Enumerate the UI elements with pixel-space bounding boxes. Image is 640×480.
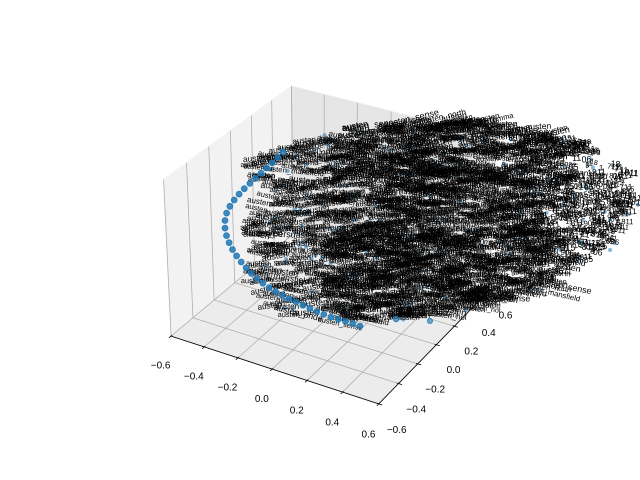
svg-text:0.2: 0.2 xyxy=(290,406,304,417)
svg-text:austen: austen xyxy=(430,286,452,296)
svg-text:austen: austen xyxy=(370,262,392,271)
svg-text:0.0: 0.0 xyxy=(447,365,461,376)
svg-text:austen: austen xyxy=(332,140,358,150)
svg-text:austen: austen xyxy=(483,163,509,175)
svg-text:−0.2: −0.2 xyxy=(425,385,445,396)
svg-text:3: 3 xyxy=(596,148,601,157)
svg-text:1: 1 xyxy=(626,188,632,198)
svg-text:austen: austen xyxy=(484,176,507,186)
svg-text:0.2: 0.2 xyxy=(464,346,478,357)
svg-text:65: 65 xyxy=(596,239,605,249)
svg-text:−0.4: −0.4 xyxy=(406,405,426,416)
svg-text:austen: austen xyxy=(401,309,427,321)
svg-text:11: 11 xyxy=(518,160,529,171)
svg-text:austen: austen xyxy=(485,290,508,299)
svg-text:906: 906 xyxy=(592,201,607,212)
svg-text:0.4: 0.4 xyxy=(325,418,339,429)
svg-text:0.6: 0.6 xyxy=(362,430,376,441)
svg-text:−0.4: −0.4 xyxy=(184,371,204,382)
svg-text:−0.2: −0.2 xyxy=(218,383,238,394)
svg-text:austen: austen xyxy=(415,169,442,179)
svg-text:−0.6: −0.6 xyxy=(151,360,171,371)
svg-text:21: 21 xyxy=(596,228,607,239)
svg-text:austen: austen xyxy=(358,242,384,252)
svg-text:austen: austen xyxy=(385,176,413,188)
svg-text:0.0: 0.0 xyxy=(255,394,269,405)
svg-text:austen: austen xyxy=(409,253,432,263)
svg-text:austen: austen xyxy=(497,209,524,221)
svg-text:0.4: 0.4 xyxy=(482,328,496,339)
svg-text:1811: 1811 xyxy=(618,206,637,217)
svg-text:11: 11 xyxy=(608,206,616,215)
svg-text:austen: austen xyxy=(439,149,465,160)
svg-text:65: 65 xyxy=(568,162,579,172)
svg-text:austen: austen xyxy=(278,310,300,319)
svg-text:−0.6: −0.6 xyxy=(387,425,407,436)
svg-text:austen: austen xyxy=(400,129,422,139)
svg-text:austen: austen xyxy=(409,148,430,156)
svg-text:austen: austen xyxy=(395,216,418,225)
svg-text:06: 06 xyxy=(584,181,594,192)
svg-text:06: 06 xyxy=(605,178,617,190)
svg-text:austen: austen xyxy=(560,141,588,152)
svg-text:3: 3 xyxy=(611,227,615,236)
svg-text:austen: austen xyxy=(293,235,321,246)
svg-text:0.6: 0.6 xyxy=(499,310,513,321)
svg-text:austen: austen xyxy=(295,137,321,148)
svg-text:18: 18 xyxy=(589,159,598,167)
svg-text:1811: 1811 xyxy=(534,144,550,154)
svg-text:austen: austen xyxy=(341,303,365,313)
svg-text:811: 811 xyxy=(621,217,633,226)
svg-text:austen: austen xyxy=(432,198,456,208)
svg-text:austen: austen xyxy=(249,228,275,238)
svg-text:811: 811 xyxy=(554,168,569,180)
svg-text:18: 18 xyxy=(580,225,591,236)
svg-text:austen: austen xyxy=(320,245,348,256)
